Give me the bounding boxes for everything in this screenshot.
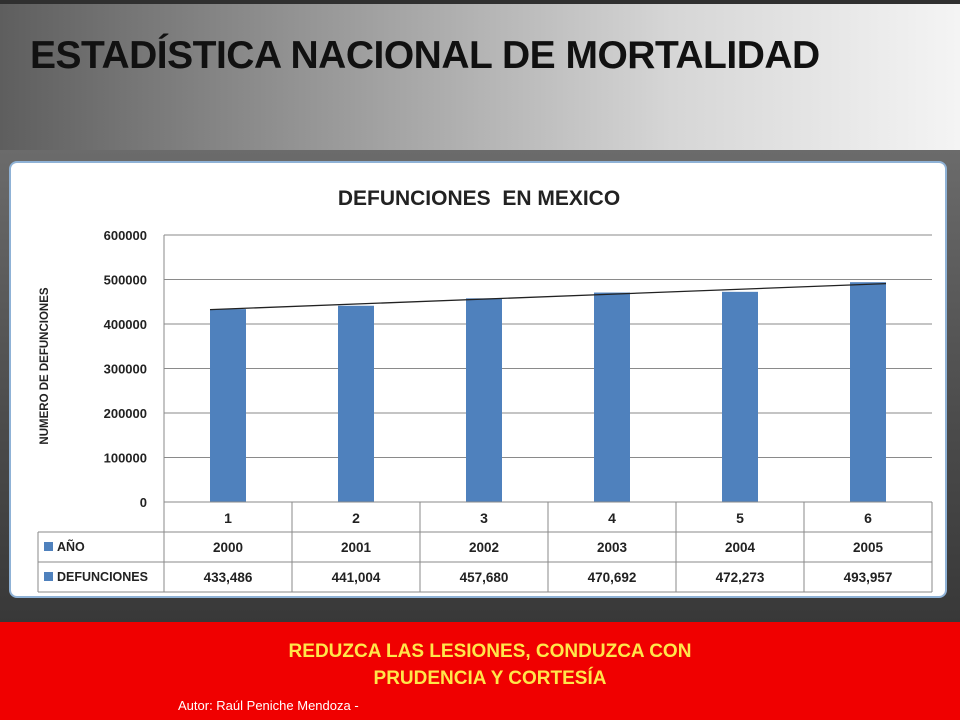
table-cell: 2000 [213, 540, 243, 555]
chart-frame: DEFUNCIONES EN MEXICO NUMERO DE DEFUNCIO… [9, 161, 947, 598]
bar [722, 291, 758, 502]
bar [850, 282, 886, 502]
bars [210, 282, 886, 502]
y-tick-label: 400000 [104, 317, 147, 332]
gridlines [163, 234, 932, 503]
y-axis-label: NUMERO DE DEFUNCIONES [39, 287, 51, 445]
bar [594, 292, 630, 502]
table-row-label: AÑO [57, 539, 85, 554]
trendline [209, 282, 887, 311]
x-tick-label: 1 [224, 510, 232, 526]
x-tick-label: 6 [864, 510, 872, 526]
table-cell: 441,004 [332, 570, 381, 585]
bar [338, 305, 374, 502]
footer-author: Autor: Raúl Peniche Mendoza - [178, 698, 359, 713]
footer-band: REDUZCA LAS LESIONES, CONDUZCA CON PRUDE… [0, 622, 960, 720]
legend-key [44, 572, 53, 581]
y-tick-label: 0 [140, 495, 147, 510]
table-cell: 2002 [469, 540, 499, 555]
table-row-label: DEFUNCIONES [57, 570, 148, 584]
y-tick-label: 500000 [104, 273, 147, 288]
x-tick-label: 5 [736, 510, 744, 526]
table-cell: 457,680 [460, 570, 509, 585]
table-cell: 2003 [597, 540, 628, 555]
y-tick-label: 200000 [104, 406, 147, 421]
bar [466, 298, 502, 502]
table-cell: 472,273 [716, 570, 765, 585]
legend-key [44, 542, 53, 551]
y-tick-label: 300000 [104, 362, 147, 377]
footer-message-line2: PRUDENCIA Y CORTESÍA [373, 668, 607, 689]
x-tick-label: 2 [352, 510, 360, 526]
table-cell: 470,692 [588, 570, 637, 585]
table-cell: 2004 [725, 540, 756, 555]
slide-title: ESTADÍSTICA NACIONAL DE MORTALIDAD [30, 34, 820, 77]
x-tick-label: 4 [608, 510, 616, 526]
footer-message-line1: REDUZCA LAS LESIONES, CONDUZCA CON [288, 641, 692, 662]
table-cell: 433,486 [204, 570, 253, 585]
bar [210, 309, 246, 502]
footer-message: REDUZCA LAS LESIONES, CONDUZCA CON PRUDE… [160, 638, 820, 692]
table-cell: 493,957 [844, 570, 893, 585]
trendline-line [209, 282, 887, 311]
header-gradient-band [0, 0, 960, 150]
x-tick-label: 3 [480, 510, 488, 526]
y-tick-label: 100000 [104, 451, 147, 466]
y-tick-label: 600000 [104, 228, 147, 243]
chart-title: DEFUNCIONES EN MEXICO [338, 187, 620, 210]
data-table: 1 2 3 4 5 6 AÑO 2000 2001 2002 2003 2004 2005 DEFUNCI… [37, 501, 933, 593]
y-tick-labels: 600000 500000 400000 300000 200000 100000 0 [104, 228, 147, 510]
chart-svg: DEFUNCIONES EN MEXICO NUMERO DE DEFUNCIO… [37, 187, 933, 593]
table-cell: 2005 [853, 540, 884, 555]
table-cell: 2001 [341, 540, 372, 555]
